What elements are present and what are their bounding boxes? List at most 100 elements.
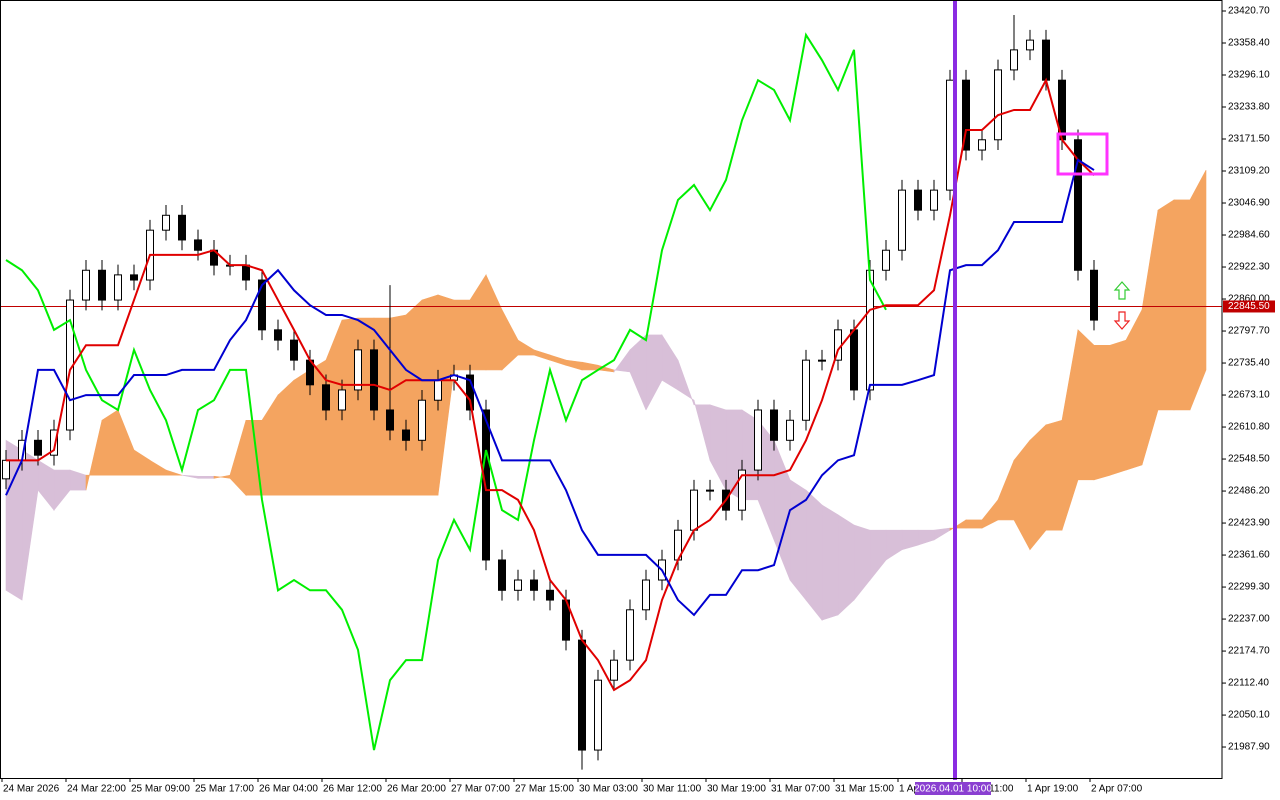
price-label: 22845.50 <box>1228 301 1270 312</box>
x-tick-label: 27 Mar 15:00 <box>515 784 574 795</box>
y-tick-label: 23358.40 <box>1228 38 1270 49</box>
candle-body <box>162 214 170 231</box>
y-tick-label: 22112.40 <box>1228 678 1269 689</box>
y-tick-label: 22299.30 <box>1228 582 1270 593</box>
y-tick-label: 22486.20 <box>1228 486 1270 497</box>
cloud-segment <box>789 479 807 601</box>
candle-body <box>1042 39 1050 81</box>
candle-body <box>114 274 122 301</box>
y-tick-label: 22735.40 <box>1228 358 1270 369</box>
candle-body <box>754 409 762 471</box>
candle-body <box>130 274 138 281</box>
candle-body <box>818 359 826 362</box>
y-tick-label: 21987.90 <box>1228 742 1270 753</box>
candle-body <box>34 439 42 456</box>
cloud-segment <box>805 489 823 621</box>
cloud-segment <box>1173 199 1191 411</box>
candle-body <box>194 239 202 251</box>
x-tick-label: 24 Mar 2026 <box>3 784 60 795</box>
candle-body <box>946 79 954 191</box>
cloud-segment <box>277 379 295 496</box>
x-tick-label: 31 Mar 15:00 <box>835 784 894 795</box>
y-tick-label: 22673.10 <box>1228 390 1270 401</box>
x-tick-label: 2 Apr 07:00 <box>1091 784 1143 795</box>
candle-body <box>402 429 410 441</box>
x-tick-label: 26 Mar 20:00 <box>387 784 446 795</box>
y-tick-label: 23171.50 <box>1228 134 1270 145</box>
candle-body <box>354 349 362 391</box>
cloud-segment <box>453 299 471 371</box>
cloud-segment <box>293 369 311 496</box>
x-tick-label: 26 Mar 04:00 <box>259 784 318 795</box>
down-arrow <box>1113 311 1131 330</box>
candle-body <box>802 359 810 421</box>
candle-body <box>850 329 858 391</box>
y-tick-label: 22423.90 <box>1228 518 1270 529</box>
candle-body <box>1010 49 1018 71</box>
y-tick-label: 22860.00 <box>1228 294 1270 305</box>
x-tick-label: 1 Apr 19:00 <box>1027 784 1079 795</box>
y-tick-label: 23420.70 <box>1228 6 1270 17</box>
y-tick-label: 22548.50 <box>1228 454 1270 465</box>
cloud-segment <box>821 504 839 621</box>
candle-body <box>1026 39 1034 51</box>
y-tick-label: 23109.20 <box>1228 166 1270 177</box>
candle-body <box>1090 269 1098 321</box>
candle-body <box>514 579 522 591</box>
candle-body <box>1074 139 1082 271</box>
candle-body <box>498 559 506 591</box>
cloud-segment <box>1109 339 1127 476</box>
candle-body <box>882 249 890 271</box>
x-tick-label: 25 Mar 17:00 <box>195 784 254 795</box>
candle-body <box>738 469 746 511</box>
x-tick-label: 24 Mar 22:00 <box>67 784 126 795</box>
price-label-box <box>1223 300 1275 313</box>
candle-body <box>866 269 874 391</box>
cursor-label-box <box>915 782 991 795</box>
axes: 23420.70 23358.40 23296.10 23233.80 23171.50… <box>1 6 1275 795</box>
highlight-box <box>1056 132 1109 176</box>
x-tick-label: 27 Mar 07:00 <box>451 784 510 795</box>
y-tick-label: 22797.70 <box>1228 326 1270 337</box>
x-tick-label: 31 Mar 07:00 <box>771 784 830 795</box>
y-tick-label: 22237.00 <box>1228 614 1270 625</box>
candle-body <box>434 379 442 401</box>
candle-body <box>98 269 106 301</box>
y-tick-label: 22361.60 <box>1228 550 1270 561</box>
indicator-line <box>5 32 887 751</box>
x-tick-label: 26 Mar 12:00 <box>323 784 382 795</box>
y-tick-label: 23233.80 <box>1228 102 1270 113</box>
plot-frame <box>0 0 1223 779</box>
x-tick-label: 25 Mar 09:00 <box>131 784 190 795</box>
cloud <box>5 169 1207 621</box>
y-tick-label: 22984.60 <box>1228 230 1270 241</box>
candle-body <box>418 399 426 441</box>
y-tick-label: 23296.10 <box>1228 70 1270 81</box>
candle-body <box>546 589 554 601</box>
candle-body <box>178 214 186 241</box>
cloud-segment <box>837 514 855 616</box>
candle-body <box>626 609 634 661</box>
candle-body <box>466 374 474 411</box>
candle-body <box>258 279 266 331</box>
candle-body <box>82 269 90 301</box>
x-tick-label: 30 Mar 19:00 <box>707 784 766 795</box>
y-tick-label: 22174.70 <box>1228 646 1270 657</box>
candle-body <box>530 579 538 591</box>
cloud-segment <box>197 475 215 479</box>
indicator-lines <box>5 32 1095 751</box>
cloud-segment <box>1189 169 1207 411</box>
y-tick-label: 23046.90 <box>1228 198 1270 209</box>
indicator-line <box>6 77 1095 692</box>
candle-body <box>770 409 778 441</box>
candle-body <box>930 189 938 211</box>
cloud-segment <box>405 299 423 496</box>
y-tick-label: 22610.80 <box>1228 422 1270 433</box>
cursor-label: 2026.04.01 10:00 <box>914 784 992 795</box>
candle-body <box>322 384 330 411</box>
cloud-segment <box>101 409 119 476</box>
y-tick-label: 22922.30 <box>1228 262 1270 273</box>
candle-body <box>962 79 970 151</box>
candle-body <box>978 139 986 151</box>
